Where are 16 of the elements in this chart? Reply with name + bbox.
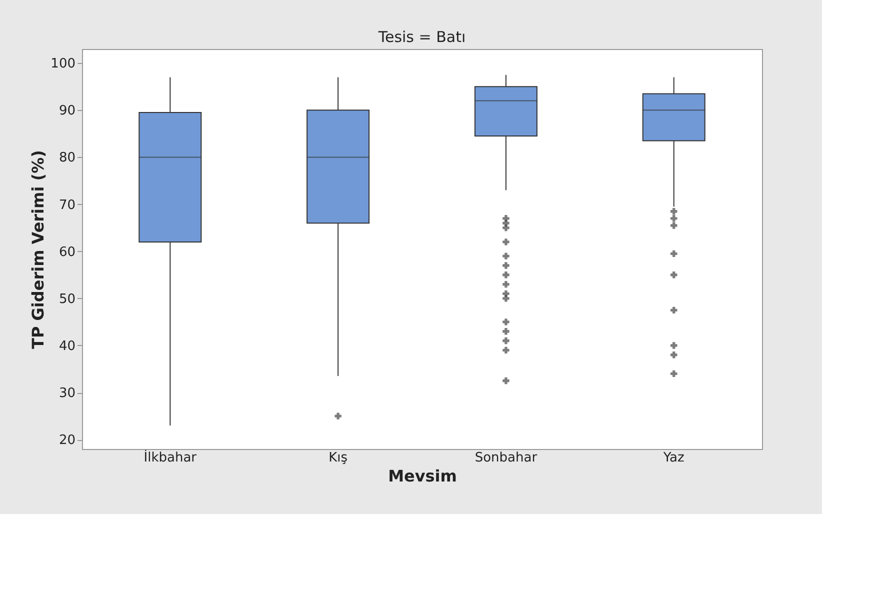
y-tick-label: 40	[58, 338, 76, 354]
x-tick-label: Yaz	[662, 450, 684, 466]
y-tick-label: 60	[58, 244, 76, 260]
chart-title: Tesis = Batı	[377, 28, 466, 46]
y-tick-label: 80	[58, 150, 76, 166]
x-tick-label: İlkbahar	[144, 450, 198, 466]
y-tick-label: 90	[58, 104, 76, 119]
y-axis-title: TP Giderim Verimi (%)	[28, 150, 48, 349]
y-tick-label: 100	[50, 56, 76, 72]
x-tick-label: Sonbahar	[474, 450, 538, 466]
y-tick-label: 30	[58, 386, 76, 402]
x-axis-title: Mevsim	[388, 466, 457, 486]
y-tick-label: 20	[58, 433, 76, 448]
y-tick-label: 50	[58, 292, 76, 307]
x-tick-label: Kış	[328, 450, 348, 466]
y-tick-label: 70	[58, 198, 76, 213]
